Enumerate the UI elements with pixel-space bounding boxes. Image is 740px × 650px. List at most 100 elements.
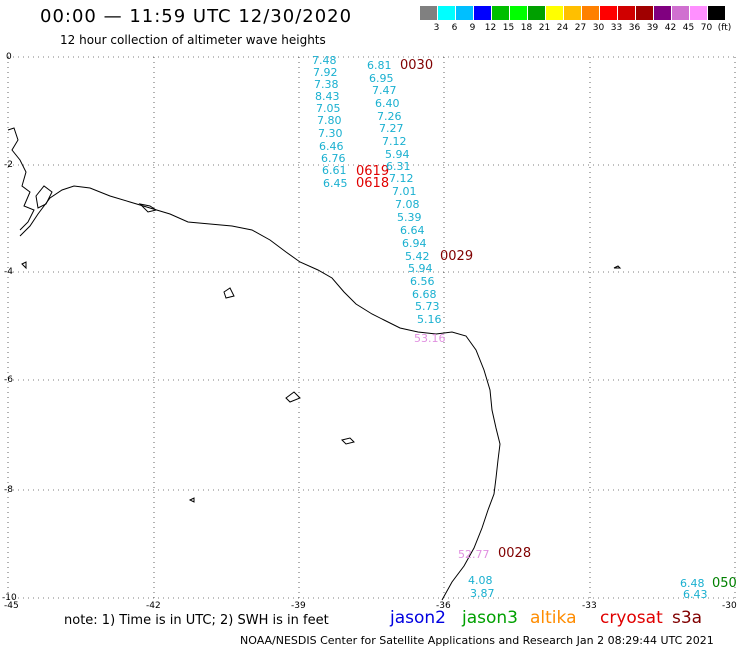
map-title: 00:00 — 11:59 UTC 12/30/2020: [40, 6, 353, 27]
island-6: [188, 497, 195, 503]
wave-value: 6.40: [375, 97, 400, 110]
island-4: [613, 265, 622, 269]
pass-label-0619: 0619: [356, 164, 390, 179]
color-scale-label: 24: [556, 23, 569, 33]
island-3: [341, 437, 355, 445]
color-scale-label: 3: [433, 23, 440, 33]
wave-value: 7.01: [392, 185, 417, 198]
color-scale-swatch: [474, 6, 491, 20]
footer-note: note: 1) Time is in UTC; 2) SWH is in fe…: [64, 613, 329, 628]
wave-value-pink: 52.77: [458, 548, 490, 561]
color-scale-swatch: [582, 6, 599, 20]
footer-credit: NOAA/NESDIS Center for Satellite Applica…: [240, 634, 714, 647]
color-scale-swatch: [672, 6, 689, 20]
color-scale-label: 36: [628, 23, 641, 33]
wave-value: 7.92: [313, 66, 338, 79]
wave-value: 5.16: [417, 313, 442, 326]
wave-value: 6.43: [683, 588, 708, 601]
color-scale-swatch: [546, 6, 563, 20]
wave-value: 7.47: [372, 84, 397, 97]
color-scale-swatch: [564, 6, 581, 20]
wave-value: 6.46: [319, 140, 344, 153]
color-scale-label: 39: [646, 23, 659, 33]
color-scale-label: 27: [574, 23, 587, 33]
wave-value: 7.26: [377, 110, 402, 123]
pass-label-0028: 0028: [498, 546, 532, 561]
wave-value-pink: 53.16: [414, 332, 446, 345]
map-subtitle: 12 hour collection of altimeter wave hei…: [60, 33, 326, 47]
wave-value: 7.38: [314, 78, 339, 91]
wave-value: 7.12: [389, 172, 414, 185]
color-scale-swatch: [618, 6, 635, 20]
coastline: [19, 185, 501, 601]
island-2: [285, 391, 301, 403]
x-tick-label: -30: [722, 601, 737, 611]
color-scale-label: 30: [592, 23, 605, 33]
color-scale-swatch: [456, 6, 473, 20]
color-scale-label: 15: [502, 23, 515, 33]
satellite-altika: altika: [530, 608, 577, 628]
wave-value: 7.27: [379, 122, 404, 135]
satellite-jason3: jason3: [462, 608, 518, 628]
wave-value: 6.64: [400, 224, 425, 237]
wave-value: 6.94: [402, 237, 427, 250]
wave-value: 6.76: [321, 152, 346, 165]
wave-value: 5.94: [408, 262, 433, 275]
wave-value: 7.48: [312, 54, 337, 67]
wave-value: 6.61: [322, 164, 347, 177]
wave-value: 7.30: [318, 127, 343, 140]
color-scale-swatch: [708, 6, 725, 20]
color-scale-label: 21: [538, 23, 551, 33]
wave-value: 5.42: [405, 250, 430, 263]
color-scale-swatch: [654, 6, 671, 20]
wave-value: 6.31: [386, 160, 411, 173]
x-tick-label: -33: [582, 601, 597, 611]
wave-value: 6.45: [323, 177, 348, 190]
color-scale-swatch: [510, 6, 527, 20]
color-scale-swatch: [600, 6, 617, 20]
color-scale-swatch: [420, 6, 437, 20]
island-1: [223, 287, 235, 299]
wave-value: 5.73: [415, 300, 440, 313]
y-tick-label: -4: [4, 267, 13, 277]
satellite-s3a: s3a: [672, 608, 703, 628]
island-5: [21, 261, 27, 270]
pass-label-0618: 0618: [356, 176, 390, 191]
wave-value: 7.05: [316, 102, 341, 115]
pass-label-0030: 0030: [400, 58, 434, 73]
x-tick-label: -39: [291, 601, 306, 611]
grid-lines: [7, 56, 738, 600]
color-scale-label: 33: [610, 23, 623, 33]
color-scale-label: 18: [520, 23, 533, 33]
coastline-north: [7, 127, 158, 231]
color-scale-label: 42: [664, 23, 677, 33]
wave-value: 5.39: [397, 211, 422, 224]
y-tick-label: -10: [2, 593, 17, 603]
pass-label-050: 050: [712, 576, 737, 591]
wave-value: 6.95: [369, 72, 394, 85]
satellite-jason2: jason2: [390, 608, 446, 628]
color-scale-label: (ft): [717, 23, 732, 33]
wave-value: 5.94: [385, 148, 410, 161]
y-tick-label: -6: [4, 375, 13, 385]
x-tick-label: -36: [436, 601, 451, 611]
color-scale-swatch: [528, 6, 545, 20]
color-scale-label: 70: [700, 23, 713, 33]
color-scale-swatch: [492, 6, 509, 20]
color-scale-swatch: [690, 6, 707, 20]
satellite-cryosat: cryosat: [600, 608, 663, 628]
color-scale-label: 9: [469, 23, 476, 33]
wave-value: 7.12: [382, 135, 407, 148]
color-scale-swatch: [438, 6, 455, 20]
color-scale-label: 45: [682, 23, 695, 33]
wave-value: 6.68: [412, 288, 437, 301]
color-scale-swatch: [636, 6, 653, 20]
wave-value: 6.56: [410, 275, 435, 288]
wave-value: 7.80: [317, 114, 342, 127]
y-tick-label: -8: [4, 485, 13, 495]
wave-value: 4.08: [468, 574, 493, 587]
wave-value: 7.08: [395, 198, 420, 211]
color-scale-label: 6: [451, 23, 458, 33]
wave-value: 8.43: [315, 90, 340, 103]
